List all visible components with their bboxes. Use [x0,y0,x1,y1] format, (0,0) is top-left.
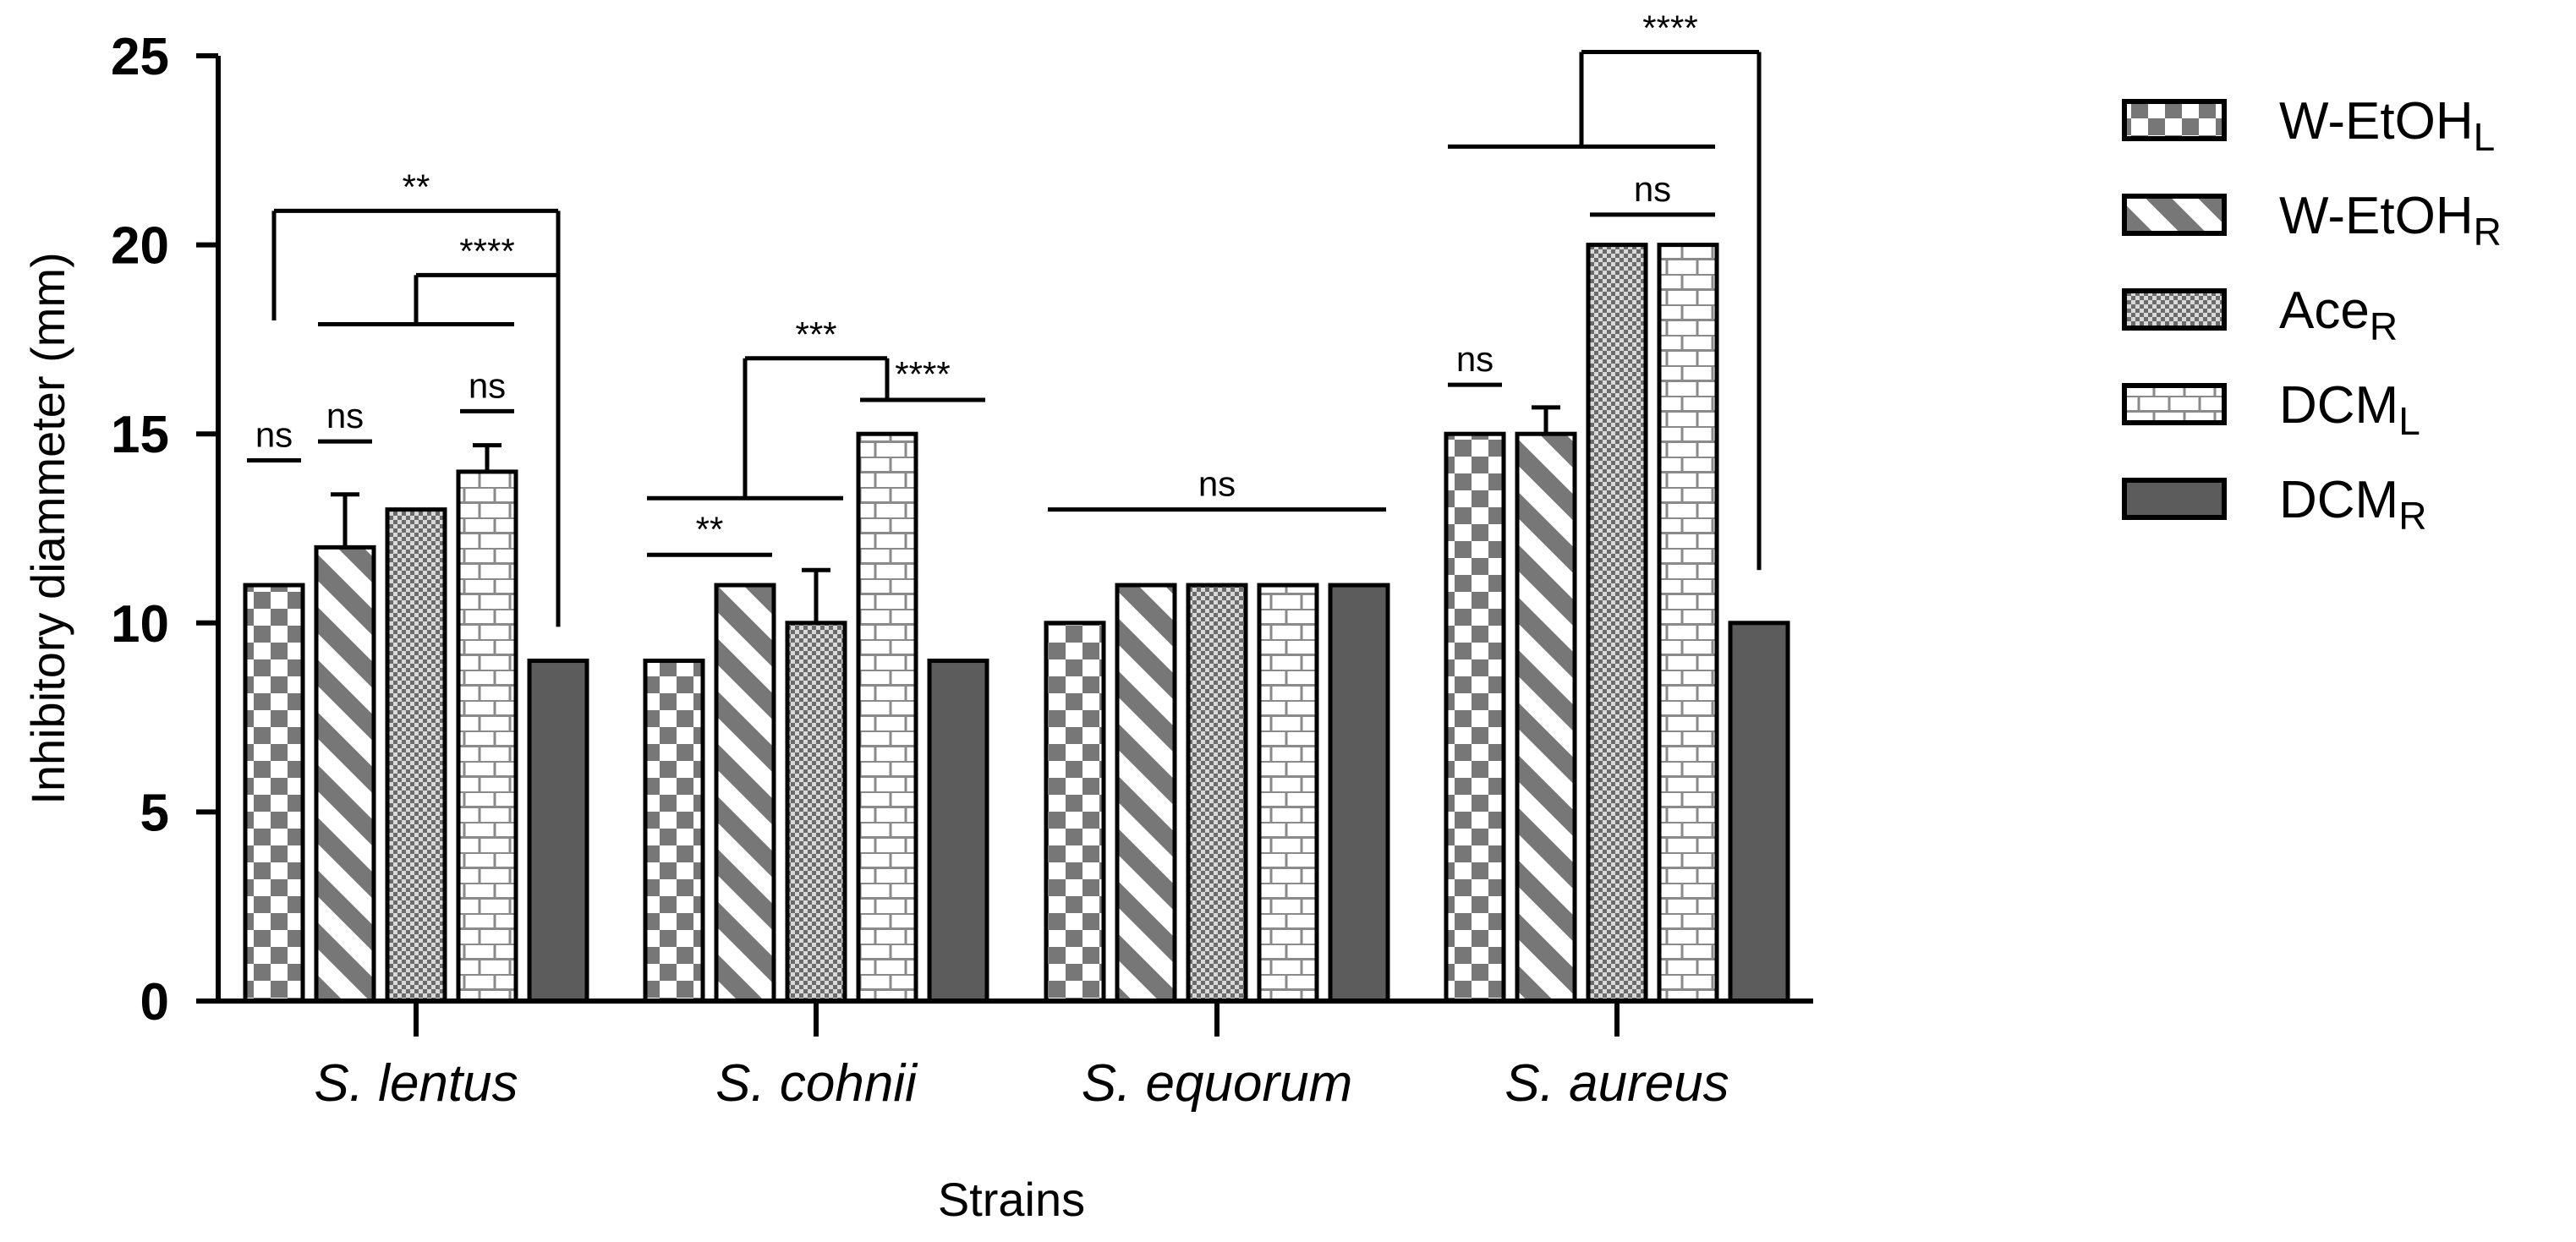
y-tick-label: 10 [111,595,169,654]
y-tick-label: 20 [111,217,169,276]
legend-label: W-EtOHL [2279,92,2495,159]
x-tick-label: S. equorum [1082,1054,1353,1113]
bar [1186,583,1248,1004]
legend-swatch [2122,99,2227,141]
bar [1515,431,1577,1004]
bar [314,544,376,1004]
bar [527,659,589,1004]
legend-swatch [2122,288,2227,331]
bar [1728,621,1790,1004]
legend-label: AceR [2279,282,2398,348]
x-tick-label: S. lentus [314,1054,518,1113]
significance-label: *** [795,315,836,354]
bar [456,469,518,1004]
y-tick-label: 25 [111,28,169,86]
significance-label: ** [403,167,430,206]
legend-subscript: L [2474,115,2496,159]
bar [1657,243,1719,1004]
legend-subscript: R [2370,304,2398,348]
y-tick-label: 0 [140,973,169,1031]
legend-subscript: L [2398,399,2420,443]
error-bars-layer [331,405,1560,623]
legend-subscript: R [2398,494,2426,538]
y-tick-label: 15 [111,406,169,464]
legend: W-EtOHL W-EtOHR AceR DCML DCMR [2122,92,2502,538]
y-ticks-layer: 0 5 10 15 20 25 [111,28,218,1031]
x-tick-label: S. cohnii [715,1054,918,1113]
bar [785,621,847,1004]
legend-label: W-EtOHR [2279,187,2502,254]
bar [1257,583,1319,1004]
significance-label: **** [895,354,950,394]
significance-label: ns [469,365,506,405]
bar [714,583,776,1004]
significance-label: ns [326,396,364,435]
bar [1586,243,1648,1004]
legend-subscript: R [2474,210,2502,254]
y-tick-label: 5 [140,784,169,842]
bar [243,583,305,1004]
x-tick-label: S. aureus [1504,1054,1729,1113]
y-axis-title: Inhibitory diammeter (mm) [21,252,74,804]
axes-layer [216,56,1813,1004]
bar [385,507,447,1004]
significance-label: **** [459,231,514,271]
bar [643,659,705,1004]
significance-label: ns [1198,464,1236,504]
significance-label: ns [1634,169,1671,209]
legend-label: DCMR [2279,471,2426,538]
legend-swatch [2122,194,2227,236]
significance-label: ** [696,509,724,549]
bar [1044,621,1106,1004]
bar [1328,583,1390,1004]
significance-label: **** [1642,8,1697,48]
legend-label: DCML [2279,376,2420,443]
bar [927,659,989,1004]
bars-layer [243,243,1790,1004]
significance-label: ns [1456,339,1494,379]
x-ticks-layer: S. lentus S. cohnii S. equorum S. aureus [314,1001,1729,1113]
bar [1115,583,1177,1004]
bar [856,431,918,1004]
legend-swatch [2122,383,2227,425]
bar [1444,431,1506,1004]
legend-swatch [2122,478,2227,520]
significance-label: ns [255,415,293,455]
x-axis-title: Strains [938,1173,1085,1226]
